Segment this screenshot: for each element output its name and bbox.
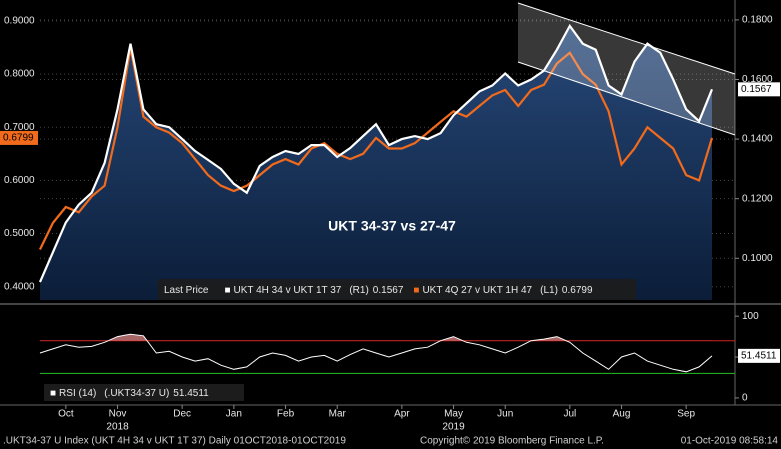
legend-swatch: ■: [413, 285, 419, 296]
legend-name: UKT 4Q 27 v UKT 1H 47: [422, 285, 532, 296]
last-value-box: [738, 82, 780, 97]
annotation: UKT 34-37 vs 27-47: [328, 218, 456, 234]
y-tick-label: 0.6000: [4, 175, 35, 186]
x-tick-label: Feb: [277, 409, 295, 420]
footer-right: 01-Oct-2019 08:58:14: [681, 436, 779, 447]
legend-title: Last Price: [164, 285, 209, 296]
x-year-label: 2019: [442, 422, 465, 433]
legend-swatch: ■: [50, 388, 56, 399]
footer-left: .UKT34-37 U Index (UKT 4H 34 v UKT 1T 37…: [3, 436, 346, 447]
line: [39, 333, 713, 373]
x-tick-label: Oct: [58, 409, 74, 420]
x-tick-label: Mar: [329, 409, 347, 420]
y-tick-label: 0.9000: [4, 16, 35, 27]
legend-axis: (R1): [349, 285, 368, 296]
legend-name: UKT 4H 34 v UKT 1T 37: [234, 285, 342, 296]
y2-tick-label: 100: [742, 311, 759, 322]
y-tick-label: 0.5000: [4, 228, 35, 239]
x-tick-label: May: [444, 409, 463, 420]
channel-bottom: [517, 61, 736, 136]
last-value-label: 51.4511: [741, 350, 777, 361]
x-tick-label: Jan: [226, 409, 242, 420]
footer-center: Copyright© 2019 Bloomberg Finance L.P.: [420, 436, 604, 447]
x-tick-label: Jul: [563, 409, 576, 420]
y2-tick-label: 0.1800: [742, 15, 773, 26]
last-value-box: [738, 348, 780, 363]
last-value-box: [0, 130, 38, 145]
x-tick-label: Nov: [109, 409, 127, 420]
x-tick-label: Dec: [173, 409, 191, 420]
channel: [518, 3, 735, 135]
rsi-legend-box: [44, 384, 244, 401]
legend-name: RSI (14): [59, 388, 96, 399]
legend-value: 0.1567: [373, 285, 404, 296]
x-tick-label: Aug: [613, 409, 631, 420]
area: [40, 25, 712, 301]
y-tick-label: 0.4000: [4, 281, 35, 292]
legend-axis: (L1): [540, 285, 558, 296]
y-tick-label: 0.8000: [4, 69, 35, 80]
x-tick-label: Sep: [677, 409, 695, 420]
overbought-area: [108, 334, 567, 341]
legend: Last Price ■ UKT 4H 34 v UKT 1T 37 (R1) 0.15…: [164, 285, 593, 296]
last-value-label: 0.1567: [741, 84, 772, 95]
channel-top: [517, 2, 736, 75]
legend-axis: (.UKT34-37 U): [104, 388, 169, 399]
rsi-legend: ■ RSI (14) (.UKT34-37 U) 51.4511: [50, 388, 209, 399]
last-value-label: 0.6799: [3, 133, 34, 144]
legend-value: 0.6799: [562, 285, 593, 296]
y2-tick-label: 0.1000: [742, 253, 773, 264]
y2-tick-label: 0.1600: [742, 74, 773, 85]
y2-tick-label: 0.1400: [742, 134, 773, 145]
y-tick-label: 0.7000: [4, 122, 35, 133]
legend-swatch: ■: [224, 285, 230, 296]
legend-value: 51.4511: [173, 388, 209, 399]
x-tick-label: Apr: [394, 409, 410, 420]
y2-tick-label: 0.1200: [742, 193, 773, 204]
x-year-label: 2018: [106, 422, 129, 433]
y2-tick-label: 0: [742, 393, 748, 404]
line: [38, 23, 714, 283]
line: [39, 47, 714, 250]
x-tick-label: Jun: [497, 409, 513, 420]
legend-box: [158, 279, 636, 300]
